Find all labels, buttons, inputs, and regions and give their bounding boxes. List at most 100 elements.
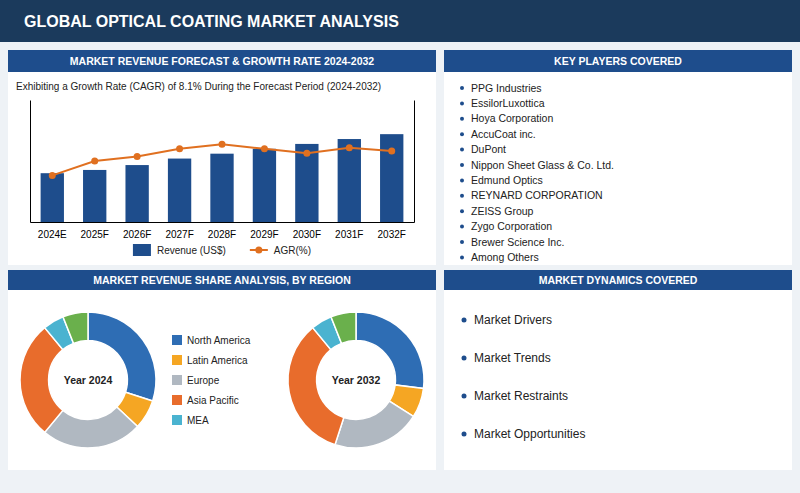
subtitle: Exhibiting a Growth Rate (CAGR) of 8.1% … bbox=[16, 81, 381, 92]
donut-center-label: Year 2032 bbox=[332, 374, 381, 386]
section-header bbox=[444, 270, 792, 290]
legend-label: AGR(%) bbox=[274, 245, 311, 256]
bar bbox=[125, 165, 148, 222]
x-tick: 2029F bbox=[250, 229, 278, 240]
section-title: MARKET REVENUE SHARE ANALYSIS, BY REGION bbox=[93, 274, 351, 286]
donut: Year 2032 bbox=[288, 312, 424, 448]
line-marker bbox=[134, 153, 141, 160]
donut-slice bbox=[20, 328, 63, 433]
bullet bbox=[460, 148, 464, 152]
legend-item: Latin America bbox=[172, 355, 248, 366]
legend-swatch bbox=[172, 395, 182, 405]
x-tick-label: 2027F bbox=[165, 229, 193, 240]
legend-label: Latin America bbox=[187, 355, 248, 366]
bullet bbox=[460, 117, 464, 121]
plot-area bbox=[41, 134, 404, 222]
bar bbox=[83, 170, 106, 222]
x-tick-label: 2032F bbox=[378, 229, 406, 240]
bullet bbox=[462, 394, 467, 399]
y-axis-line bbox=[30, 101, 31, 223]
donut: Year 2024 bbox=[20, 312, 156, 448]
bullet bbox=[460, 86, 464, 90]
legend-label: North America bbox=[187, 335, 251, 346]
x-axis: 2024E2025F2026F2027F2028F2029F2030F2031F… bbox=[31, 223, 415, 241]
line-marker bbox=[261, 145, 268, 152]
bullet bbox=[462, 432, 467, 437]
legend-item: AGR(%) bbox=[250, 245, 311, 256]
list-item: Hoya Corporation bbox=[471, 112, 553, 124]
x-tick: 2030F bbox=[293, 229, 321, 240]
x-tick-label: 2030F bbox=[293, 229, 321, 240]
line-marker bbox=[303, 150, 310, 157]
donut-legend: North America Latin America Europe Asia Pac… bbox=[172, 335, 251, 426]
section-header bbox=[8, 50, 436, 72]
bullet bbox=[462, 318, 467, 323]
list-item: Nippon Sheet Glass & Co. Ltd. bbox=[471, 159, 614, 171]
section-header bbox=[8, 270, 436, 290]
x-tick-label: 2031F bbox=[335, 229, 363, 240]
list-item: Among Others bbox=[471, 251, 539, 263]
line bbox=[52, 144, 391, 175]
section-title: MARKET REVENUE FORECAST & GROWTH RATE 20… bbox=[70, 55, 375, 67]
donut-center-label: Year 2024 bbox=[64, 374, 113, 386]
line-marker bbox=[91, 158, 98, 165]
list-item: PPG Industries bbox=[471, 82, 542, 94]
section-header bbox=[444, 50, 792, 72]
legend-label: Europe bbox=[187, 375, 220, 386]
bar bbox=[210, 154, 233, 222]
bar bbox=[338, 139, 361, 222]
title-bar bbox=[0, 0, 800, 42]
bar bbox=[295, 144, 318, 222]
donut-slice bbox=[88, 312, 156, 401]
list-item: ZEISS Group bbox=[471, 205, 534, 217]
x-tick-label: 2029F bbox=[250, 229, 278, 240]
legend-item: Asia Pacific bbox=[172, 395, 239, 406]
bullet bbox=[460, 101, 464, 105]
line-marker bbox=[346, 144, 353, 151]
list-item: EssilorLuxottica bbox=[471, 97, 545, 109]
section-panel bbox=[444, 290, 792, 470]
infographic: GLOBAL OPTICAL COATING MARKET ANALYSISMA… bbox=[0, 0, 800, 493]
bullet bbox=[460, 163, 464, 167]
y-axis bbox=[30, 101, 31, 223]
bar bbox=[41, 173, 64, 222]
legend-label: Revenue (US$) bbox=[157, 245, 226, 256]
bullet bbox=[462, 356, 467, 361]
y2-axis bbox=[414, 101, 415, 223]
list-item: REYNARD CORPORATION bbox=[471, 189, 603, 201]
legend-swatch bbox=[172, 415, 182, 425]
x-tick: 2028F bbox=[208, 229, 236, 240]
legend-item: North America bbox=[172, 335, 251, 346]
list-item: Brewer Science Inc. bbox=[471, 236, 564, 248]
line-marker bbox=[219, 141, 226, 148]
legend-item: Europe bbox=[172, 375, 220, 386]
legend-label: Asia Pacific bbox=[187, 395, 239, 406]
list-item: Market Drivers bbox=[474, 313, 552, 327]
legend-swatch-marker bbox=[255, 247, 262, 254]
bullet bbox=[460, 240, 464, 244]
section-panel bbox=[444, 72, 792, 265]
list-item: AccuCoat inc. bbox=[471, 128, 536, 140]
donut-slice bbox=[331, 312, 356, 343]
x-tick: 2032F bbox=[378, 229, 406, 240]
section-title: KEY PLAYERS COVERED bbox=[554, 55, 682, 67]
list-item: Edmund Optics bbox=[471, 174, 543, 186]
bar bbox=[168, 159, 191, 222]
bullet bbox=[460, 225, 464, 229]
list-item: Market Opportunities bbox=[474, 427, 585, 441]
bullet bbox=[460, 178, 464, 182]
list-item: Market Restraints bbox=[474, 389, 568, 403]
section-panel bbox=[8, 290, 436, 470]
bullet bbox=[460, 209, 464, 213]
bullet bbox=[460, 132, 464, 136]
legend-swatch bbox=[133, 244, 151, 256]
x-tick: 2025F bbox=[81, 229, 109, 240]
x-tick: 2026F bbox=[123, 229, 151, 240]
x-tick-label: 2025F bbox=[81, 229, 109, 240]
legend-swatch bbox=[172, 375, 182, 385]
list-item: Market Trends bbox=[474, 351, 551, 365]
x-tick: 2027F bbox=[165, 229, 193, 240]
x-tick-label: 2026F bbox=[123, 229, 151, 240]
bullet bbox=[460, 255, 464, 259]
x-tick-label: 2028F bbox=[208, 229, 236, 240]
